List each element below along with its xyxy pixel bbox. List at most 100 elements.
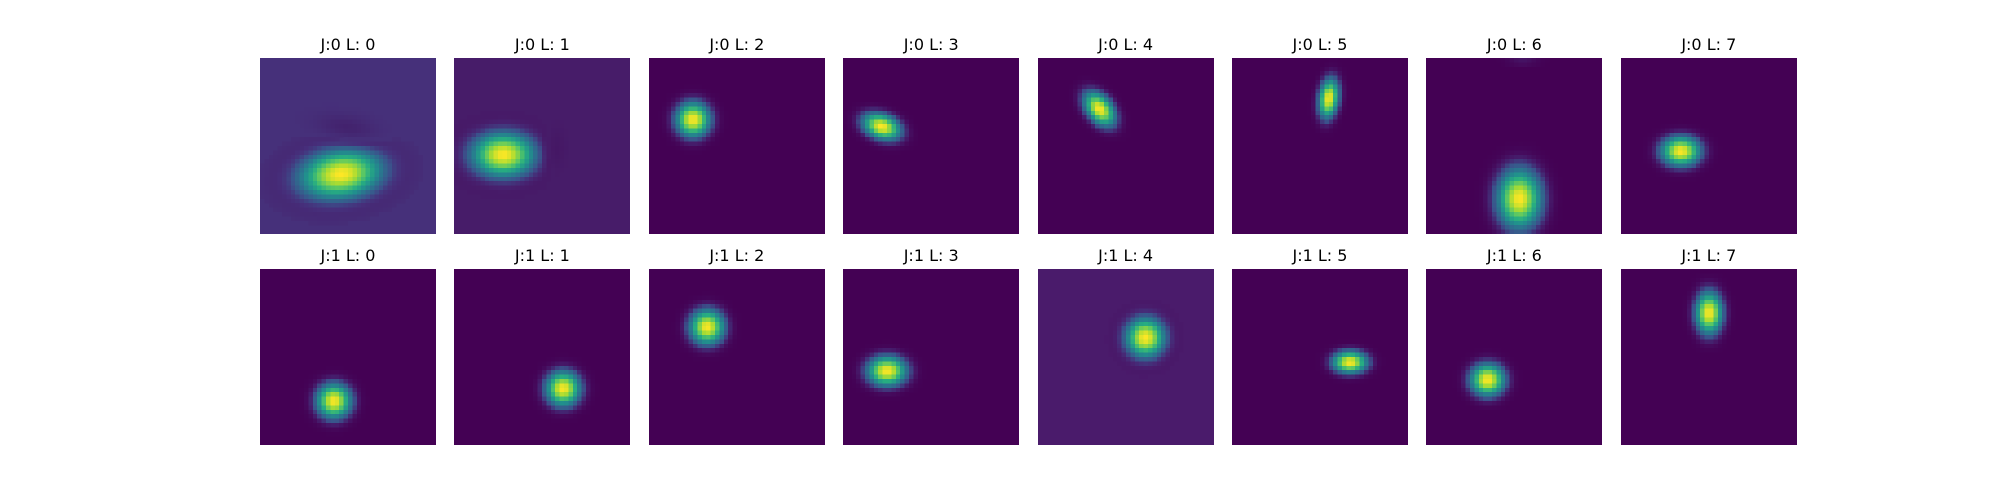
heatmap-cell xyxy=(295,137,300,142)
heatmap-cell xyxy=(537,132,543,138)
heatmap-cell xyxy=(1669,159,1674,164)
heatmap-cell xyxy=(1134,343,1139,349)
heatmap-cell xyxy=(529,168,534,173)
heatmap-cell xyxy=(409,159,415,164)
heatmap-cell xyxy=(1160,308,1166,314)
heatmap-cell xyxy=(904,146,910,151)
heatmap-cell xyxy=(356,146,362,151)
heatmap-cell xyxy=(383,176,388,182)
heatmap-image xyxy=(454,58,631,234)
heatmap-cell xyxy=(1116,352,1122,358)
heatmap-cell xyxy=(1704,282,1709,287)
heatmap-cell xyxy=(1350,370,1356,375)
heatmap-cell xyxy=(1487,172,1493,177)
heatmap-cell xyxy=(705,137,711,142)
heatmap-cell xyxy=(356,106,362,111)
heatmap-cell xyxy=(348,146,353,151)
heatmap-cell xyxy=(1492,352,1497,358)
heatmap-cell xyxy=(326,102,331,107)
heatmap-cell xyxy=(683,146,689,151)
heatmap-cell xyxy=(856,379,861,384)
heatmap-cell xyxy=(264,115,269,120)
heatmap-cell xyxy=(559,392,565,397)
heatmap-cell xyxy=(260,194,265,199)
heatmap-cell xyxy=(502,150,508,155)
heatmap-cell xyxy=(1708,339,1714,344)
heatmap-cell xyxy=(1320,93,1325,98)
heatmap-cell xyxy=(1328,84,1334,89)
heatmap-cell xyxy=(719,352,724,358)
heatmap-cell xyxy=(1350,357,1356,362)
heatmap-cell xyxy=(869,106,875,111)
heatmap-cell xyxy=(392,168,397,173)
heatmap-cell xyxy=(1496,207,1502,213)
heatmap-cell xyxy=(551,110,556,116)
heatmap-cell xyxy=(286,88,291,94)
heatmap-cell xyxy=(723,352,729,358)
heatmap-cell xyxy=(1151,361,1157,366)
heatmap-cell xyxy=(387,115,393,120)
heatmap-cell xyxy=(1691,282,1696,287)
heatmap-cell xyxy=(383,124,388,129)
heatmap-cell xyxy=(1527,190,1533,195)
heatmap-cell xyxy=(873,115,879,120)
heatmap-cell xyxy=(1328,93,1334,98)
heatmap-cell xyxy=(339,159,344,164)
heatmap-cell xyxy=(454,163,459,169)
heatmap-cell xyxy=(705,308,711,314)
heatmap-cell xyxy=(317,80,322,85)
heatmap-cell xyxy=(308,392,313,397)
heatmap-cell xyxy=(727,308,733,314)
heatmap-cell xyxy=(533,168,539,173)
heatmap-cell xyxy=(1691,159,1696,164)
heatmap-cell xyxy=(1337,352,1343,358)
heatmap-cell xyxy=(1518,198,1524,204)
heatmap-cell xyxy=(1359,339,1365,344)
heatmap-cell xyxy=(688,326,693,331)
heatmap-cell xyxy=(356,154,362,160)
heatmap-cell xyxy=(334,159,340,164)
heatmap-cell xyxy=(282,93,287,98)
heatmap-image xyxy=(1426,269,1603,445)
heatmap-cell xyxy=(1523,159,1528,164)
heatmap-cell xyxy=(1090,80,1095,85)
heatmap-cell xyxy=(330,387,335,393)
heatmap-cell xyxy=(321,212,327,217)
heatmap-cell xyxy=(1112,97,1117,103)
heatmap-cell xyxy=(559,137,565,142)
heatmap-cell xyxy=(458,168,464,173)
heatmap-cell xyxy=(378,194,384,199)
heatmap-cell xyxy=(705,339,711,344)
heatmap-cell xyxy=(485,168,490,173)
heatmap-cell xyxy=(710,124,715,129)
heatmap-cell xyxy=(559,396,565,402)
heatmap-cell xyxy=(290,190,296,195)
heatmap-cell xyxy=(564,159,569,164)
heatmap-cell xyxy=(683,88,689,94)
heatmap-cell xyxy=(1704,291,1709,296)
heatmap-cell xyxy=(555,97,561,103)
heatmap-cell xyxy=(564,80,569,85)
heatmap-cell xyxy=(555,405,561,410)
heatmap-cell xyxy=(1496,370,1502,375)
heatmap-cell xyxy=(1134,361,1139,366)
heatmap-cell xyxy=(573,374,578,380)
heatmap-cell xyxy=(1169,352,1175,358)
heatmap-cell xyxy=(493,154,499,160)
heatmap-cell xyxy=(330,190,335,195)
heatmap-image xyxy=(1037,58,1214,234)
heatmap-cell xyxy=(343,163,349,169)
heatmap-cell xyxy=(865,119,870,125)
heatmap-cell xyxy=(1346,370,1351,375)
heatmap-cell xyxy=(277,159,283,164)
heatmap-cell xyxy=(1660,137,1665,142)
heatmap-cell xyxy=(343,212,349,217)
heatmap-cell xyxy=(1509,216,1515,221)
heatmap-cell xyxy=(414,176,419,182)
heatmap-cell xyxy=(330,106,335,111)
heatmap-cell xyxy=(339,409,344,415)
heatmap-cell xyxy=(268,110,274,116)
heatmap-cell xyxy=(1372,357,1378,362)
heatmap-cell xyxy=(1655,146,1661,151)
heatmap-cell xyxy=(697,321,702,327)
